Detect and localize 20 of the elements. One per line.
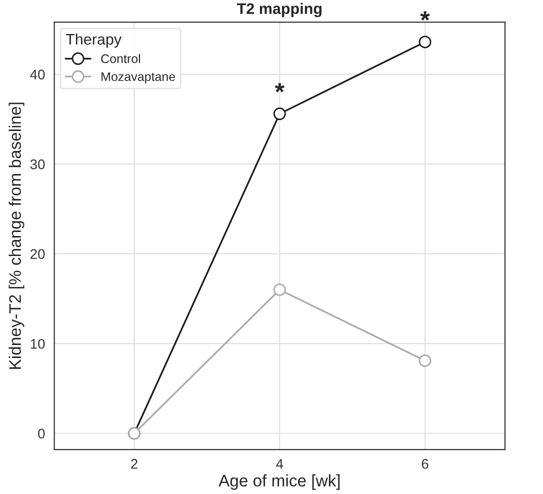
y-tick-label: 10 (30, 338, 45, 349)
x-axis-title: Age of mice [wk] (218, 474, 340, 490)
legend-title: Therapy (66, 33, 122, 48)
x-tick-label: 2 (131, 458, 138, 469)
y-tick-label: 40 (30, 70, 45, 80)
legend-label: Mozavaptane (102, 72, 176, 84)
point (273, 108, 286, 120)
annotation: * (274, 83, 284, 92)
y-tick-label: 30 (30, 159, 45, 170)
x-tick-label: 4 (276, 459, 284, 469)
y-tick-label: 20 (30, 249, 45, 260)
y-tick-label: 0 (38, 428, 45, 439)
point (418, 36, 432, 48)
chart-title: T2 mapping (236, 2, 322, 18)
x-tick-label: 6 (422, 458, 428, 469)
legend-label: Control (101, 54, 140, 64)
point (418, 354, 432, 367)
y-axis-title: Kidney-T2 [% change from baseline] (8, 102, 24, 369)
annotation: * (420, 11, 430, 21)
point (273, 283, 286, 296)
